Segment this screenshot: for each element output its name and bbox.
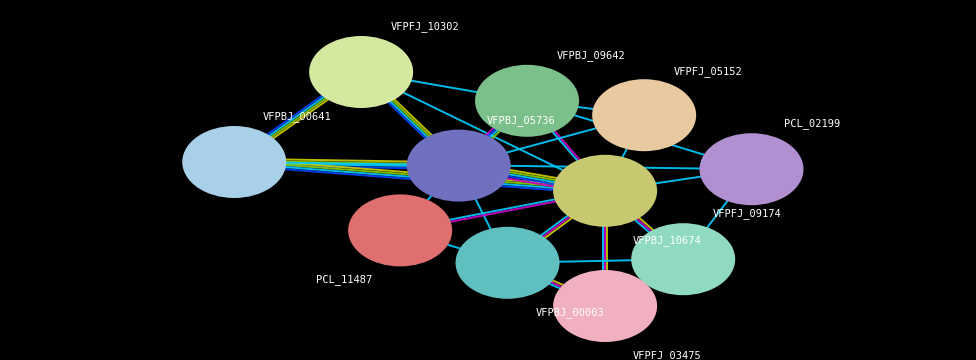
Text: VFPBJ_09642: VFPBJ_09642	[557, 50, 626, 61]
Text: PCL_11487: PCL_11487	[316, 274, 372, 285]
Text: VFPBJ_00003: VFPBJ_00003	[536, 307, 604, 318]
Text: VFPFJ_09174: VFPFJ_09174	[713, 208, 782, 219]
Ellipse shape	[407, 130, 510, 202]
Ellipse shape	[553, 270, 657, 342]
Text: VFPBJ_05736: VFPBJ_05736	[487, 115, 555, 126]
Text: PCL_02199: PCL_02199	[784, 118, 839, 129]
Ellipse shape	[183, 126, 286, 198]
Text: VFPBJ_10674: VFPBJ_10674	[633, 235, 702, 246]
Text: VFPBJ_00641: VFPBJ_00641	[263, 111, 331, 122]
Ellipse shape	[592, 79, 696, 151]
Text: VFPFJ_05152: VFPFJ_05152	[674, 66, 743, 77]
Ellipse shape	[553, 155, 657, 227]
Ellipse shape	[475, 65, 579, 137]
Text: VFPFJ_03475: VFPFJ_03475	[633, 350, 702, 360]
Text: VFPFJ_10302: VFPFJ_10302	[391, 21, 460, 32]
Ellipse shape	[348, 194, 452, 266]
Ellipse shape	[631, 223, 735, 295]
Ellipse shape	[309, 36, 413, 108]
Ellipse shape	[456, 227, 559, 299]
Ellipse shape	[700, 133, 803, 205]
